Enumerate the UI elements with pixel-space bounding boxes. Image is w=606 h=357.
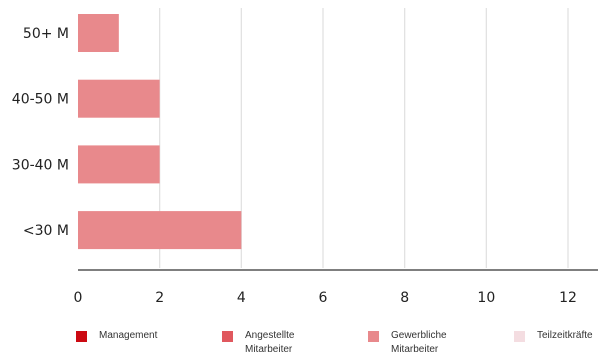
x-tick-label: 8 <box>400 290 409 306</box>
y-tick-label: 40-50 M <box>12 92 69 108</box>
y-tick-label: <30 M <box>23 223 69 239</box>
legend-item-teilzeit[interactable]: Teilzeitkräfte <box>514 329 593 343</box>
legend: Management Angestellte Mitarbeiter Gewer… <box>0 329 606 357</box>
x-tick-label: 0 <box>74 290 83 306</box>
legend-swatch-angestellte <box>222 331 233 342</box>
legend-swatch-gewerbliche <box>368 331 379 342</box>
legend-label-teilzeit: Teilzeitkräfte <box>537 329 593 343</box>
legend-label-line: Angestellte <box>245 330 295 341</box>
legend-label-line: Management <box>99 330 158 341</box>
x-tick-label: 2 <box>155 290 164 306</box>
legend-item-angestellte[interactable]: Angestellte Mitarbeiter <box>222 329 294 357</box>
legend-label-angestellte: Angestellte Mitarbeiter <box>245 329 294 357</box>
legend-swatch-teilzeit <box>514 331 525 342</box>
legend-label-gewerbliche: Gewerbliche Mitarbeiter <box>391 329 447 357</box>
bars <box>78 14 242 250</box>
legend-item-management[interactable]: Management <box>76 329 157 343</box>
bar-30-40-m-gewerbliche-mitarbeiter[interactable] <box>78 145 160 184</box>
x-tick-label: 6 <box>319 290 328 306</box>
bar-50-m-gewerbliche-mitarbeiter[interactable] <box>78 14 119 52</box>
bar-30-m-gewerbliche-mitarbeiter[interactable] <box>78 211 242 250</box>
x-tick-label: 10 <box>477 290 495 306</box>
bar-40-50-m-gewerbliche-mitarbeiter[interactable] <box>78 79 160 118</box>
legend-swatch-management <box>76 331 87 342</box>
legend-label-line: Gewerbliche <box>391 330 447 341</box>
y-axis-labels: 50+ M 40-50 M 30-40 M <30 M <box>12 26 69 239</box>
x-tick-label: 4 <box>237 290 246 306</box>
legend-label-management: Management <box>99 329 157 343</box>
y-tick-label: 30-40 M <box>12 157 69 173</box>
x-tick-label: 12 <box>559 290 577 306</box>
legend-label-line: Mitarbeiter <box>245 344 293 355</box>
legend-item-gewerbliche[interactable]: Gewerbliche Mitarbeiter <box>368 329 447 357</box>
x-axis-labels: 0 2 4 6 8 10 12 <box>74 290 577 306</box>
legend-label-line: Teilzeitkräfte <box>537 330 593 341</box>
y-tick-label: 50+ M <box>23 26 69 42</box>
legend-label-line: Mitarbeiter <box>391 344 439 355</box>
bar-chart: 50+ M 40-50 M 30-40 M <30 M 0 2 4 6 8 10 12 <box>12 8 598 306</box>
